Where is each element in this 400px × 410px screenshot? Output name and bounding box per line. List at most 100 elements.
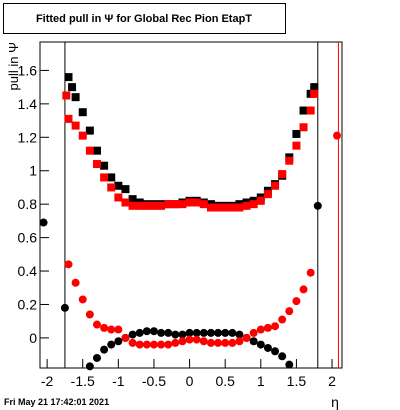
square-marker [206, 203, 215, 212]
circle-marker [164, 328, 173, 337]
circle-marker [60, 303, 69, 312]
circle-marker [171, 338, 180, 347]
circle-marker [39, 218, 48, 227]
x-tick-label: -2 [41, 373, 54, 389]
circle-marker [221, 338, 230, 347]
circle-marker [242, 333, 251, 342]
square-marker [107, 173, 116, 182]
square-marker [199, 200, 208, 209]
circle-marker [185, 328, 194, 337]
circle-marker [333, 131, 342, 140]
circle-marker [249, 337, 258, 346]
square-marker [71, 93, 80, 102]
square-marker [114, 193, 123, 202]
circle-marker [249, 328, 258, 337]
circle-marker [100, 323, 109, 332]
circle-marker [256, 325, 265, 334]
circle-marker [164, 340, 173, 349]
square-marker [64, 114, 73, 123]
y-tick-label: 1.2 [18, 129, 38, 145]
square-marker [271, 181, 280, 190]
circle-marker [185, 335, 194, 344]
x-tick-label: -1 [112, 373, 125, 389]
circle-marker [235, 337, 244, 346]
y-tick-label: 0.2 [18, 296, 38, 312]
circle-marker [178, 337, 187, 346]
y-axis-label: pull in Ψ [6, 42, 21, 90]
x-tick-label: 2 [328, 373, 336, 389]
circle-marker [285, 360, 294, 369]
x-tick-label: 1 [257, 373, 265, 389]
square-marker [242, 201, 251, 210]
square-marker [292, 141, 301, 150]
circle-marker [313, 201, 322, 210]
square-marker [256, 196, 265, 205]
y-tick-label: 0.4 [18, 263, 38, 279]
circle-marker [221, 328, 230, 337]
x-tick-label: 0 [186, 373, 194, 389]
square-marker [292, 129, 301, 138]
square-marker [149, 201, 158, 210]
circle-marker [142, 327, 151, 336]
circle-marker [128, 330, 137, 339]
circle-marker [85, 362, 94, 371]
circle-marker [71, 278, 80, 287]
square-marker [121, 198, 130, 207]
circle-marker [199, 337, 208, 346]
circle-marker [64, 260, 73, 269]
y-tick-label: 0.6 [18, 230, 38, 246]
circle-marker [78, 295, 87, 304]
circle-marker [271, 347, 280, 356]
circle-marker [192, 328, 201, 337]
square-marker [214, 203, 223, 212]
circle-marker [285, 307, 294, 316]
circle-marker [114, 325, 123, 334]
circle-marker [256, 340, 265, 349]
square-marker [263, 190, 272, 199]
square-marker [235, 203, 244, 212]
square-marker [310, 89, 319, 98]
square-marker [64, 73, 73, 82]
square-marker [85, 126, 94, 135]
x-axis-label: η [331, 394, 339, 410]
circle-marker [121, 333, 130, 342]
square-marker [78, 131, 87, 140]
square-marker [299, 123, 308, 132]
y-tick-label: 1.4 [18, 96, 38, 112]
square-marker [92, 146, 101, 155]
square-marker [192, 198, 201, 207]
y-tick-label: 0 [29, 330, 37, 346]
x-tick-label: 1.5 [287, 373, 307, 389]
circle-marker [149, 327, 158, 336]
circle-marker [157, 328, 166, 337]
circle-marker [128, 338, 137, 347]
circle-marker [157, 340, 166, 349]
circle-marker [192, 335, 201, 344]
square-marker [107, 183, 116, 192]
circle-marker [206, 338, 215, 347]
square-marker [100, 173, 109, 182]
square-marker [128, 201, 137, 210]
circle-marker [228, 338, 237, 347]
circle-marker [278, 315, 287, 324]
square-marker [85, 146, 94, 155]
circle-marker [278, 352, 287, 361]
circle-marker [199, 328, 208, 337]
chart-title: Fitted pull in Ψ for Global Rec Pion Eta… [36, 13, 252, 25]
circle-marker [214, 328, 223, 337]
circle-marker [263, 323, 272, 332]
x-tick-label: 0.5 [215, 373, 235, 389]
footer-date: Fri May 21 17:42:01 2021 [4, 397, 109, 407]
circle-marker [214, 338, 223, 347]
square-marker [78, 108, 87, 117]
square-marker [185, 198, 194, 207]
circle-marker [171, 330, 180, 339]
y-tick-label: 0.8 [18, 196, 38, 212]
square-marker [164, 200, 173, 209]
circle-marker [92, 320, 101, 329]
circle-marker [292, 297, 301, 306]
x-tick-label: -0.5 [142, 373, 166, 389]
square-marker [228, 203, 237, 212]
